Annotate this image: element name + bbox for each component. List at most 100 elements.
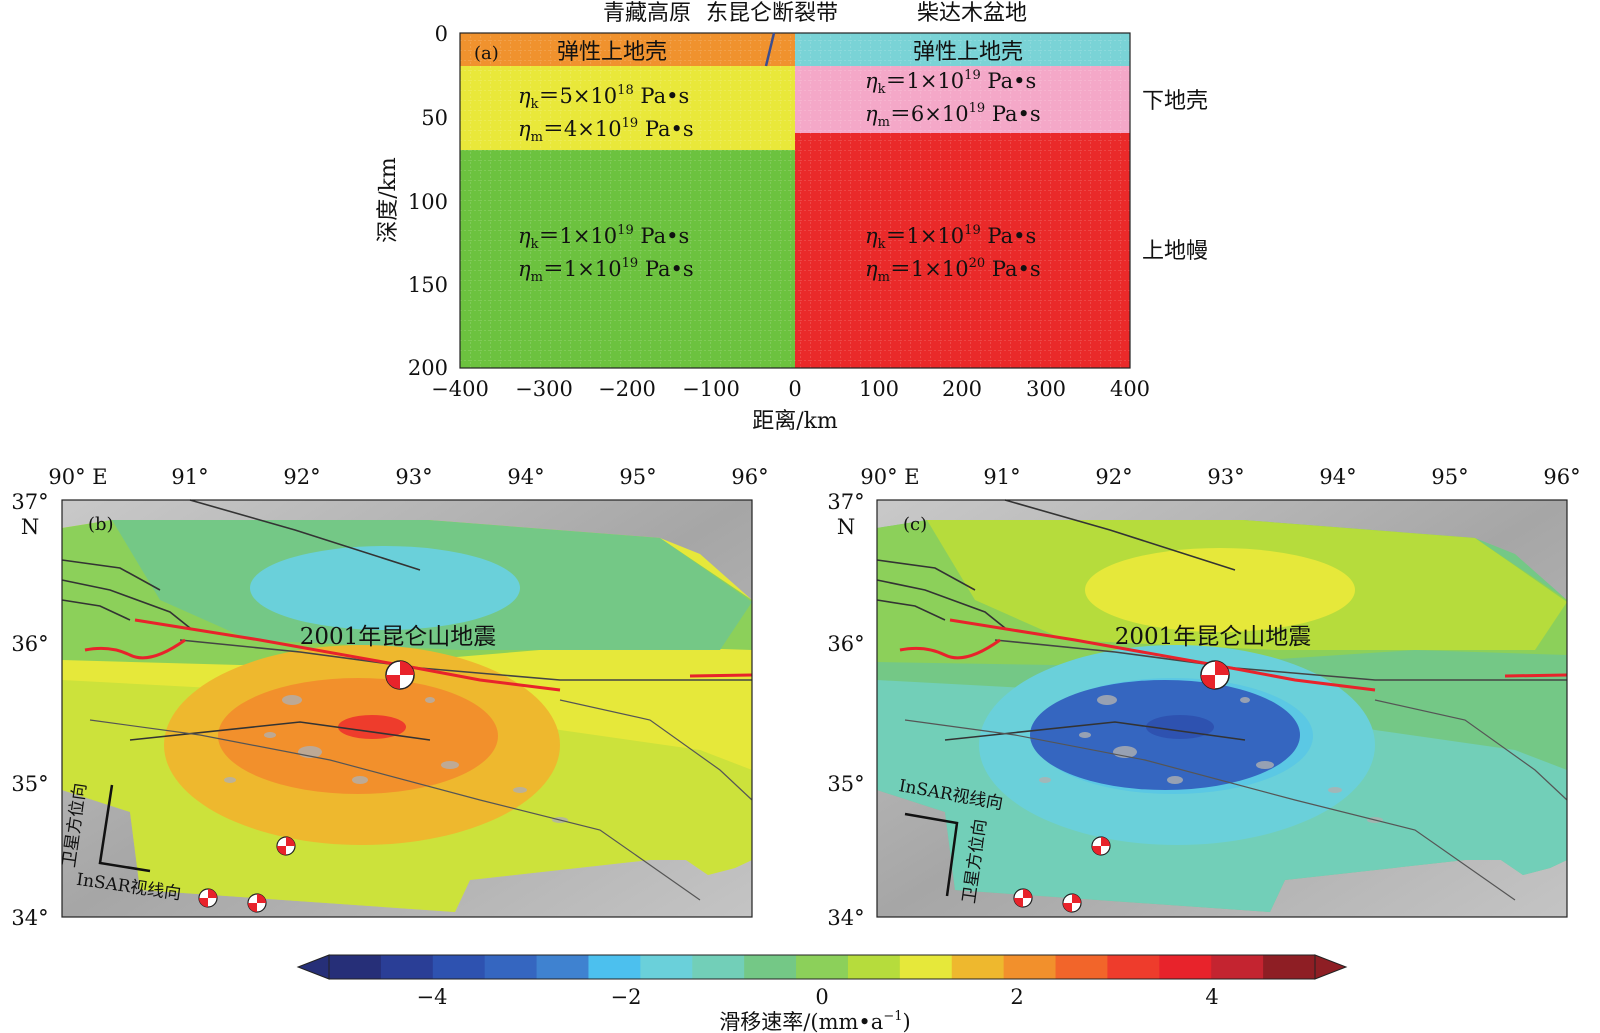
map-c-lon-ticks: 90° E 91° 92° 93° 94° 95° 96°: [860, 465, 1580, 489]
fault-trace: [764, 32, 776, 67]
colorbar-max-arrow: [1314, 954, 1348, 980]
lon-tick: 95°: [1431, 465, 1468, 489]
colorbar-cell: [744, 955, 797, 979]
colorbar-cell: [536, 955, 589, 979]
svg-text:ηk＝1×1019 Pa•s: ηk＝1×1019 Pa•s: [518, 223, 689, 252]
lon-tick: 91°: [171, 465, 208, 489]
label-upper-crust-left: 弹性上地壳: [557, 40, 667, 65]
earthquake-label: 2001年昆仑山地震: [300, 624, 497, 650]
x-tick-4: 0: [788, 377, 801, 401]
faults: [61, 499, 753, 901]
map-c: 90° E 91° 92° 93° 94° 95° 96° 37° N 36° …: [827, 465, 1580, 930]
panel-a: 青藏高原 东昆仑断裂带 柴达木盆地 (a) 弹性上地壳 弹性上地壳 ηk＝5×1…: [376, 1, 1208, 434]
x-tick-3: −100: [682, 377, 740, 401]
label-upper-crust-right: 弹性上地壳: [913, 40, 1023, 65]
colorbar-cell: [796, 955, 849, 979]
colorbar-cell: [847, 955, 901, 979]
svg-text:ηk＝1×1019 Pa•s: ηk＝1×1019 Pa•s: [865, 68, 1036, 97]
viscosity-lower-crust-left: ηk＝5×1018 Pa•s ηm＝4×1019 Pa•s: [518, 83, 694, 145]
map-c-frame: [876, 499, 1568, 918]
map-c-lat-ticks: 37° N 36° 35° 34°: [827, 490, 864, 930]
x-tick-1: −300: [515, 377, 573, 401]
map-b-lon-ticks: 90° E 91° 92° 93° 94° 95° 96°: [48, 465, 768, 489]
lon-tick: 95°: [619, 465, 656, 489]
colorbar-min-arrow: [296, 954, 330, 980]
colorbar-cell: [951, 955, 1005, 979]
colorbar-tick: −2: [611, 985, 642, 1009]
panel-a-frame: [459, 32, 1131, 369]
focal-mechanism: [1013, 888, 1033, 908]
lat-tick: 35°: [11, 772, 48, 796]
lon-tick: 90° E: [860, 465, 919, 489]
colorbar-frame: [328, 954, 1316, 980]
map-b-frame: [61, 499, 753, 918]
lat-tick: 36°: [827, 632, 864, 656]
lon-tick: 96°: [1543, 465, 1580, 489]
label-basin: 柴达木盆地: [917, 1, 1027, 26]
focal-mechanism: [276, 836, 296, 856]
lon-tick: 92°: [1095, 465, 1132, 489]
colorbar-cell: [1003, 955, 1057, 979]
focal-mechanism: [247, 893, 267, 913]
colorbar-cell: [588, 955, 641, 979]
colorbar-cell: [692, 955, 745, 979]
focal-mechanism-main: [1200, 660, 1230, 690]
colorbar-cell: [1263, 955, 1316, 979]
x-tick-8: 400: [1110, 377, 1150, 401]
label-fault-zone: 东昆仑断裂带: [706, 1, 838, 26]
map-b: 90° E 91° 92° 93° 94° 95° 96° 37° N 36° …: [11, 465, 768, 930]
label-upper-mantle: 上地幔: [1142, 239, 1208, 264]
rupture-trace-west: [899, 638, 1001, 660]
earthquake-label: 2001年昆仑山地震: [1115, 624, 1312, 650]
colorbar-cells: [329, 955, 1316, 979]
colorbar-cell: [1211, 955, 1264, 979]
y-tick-3: 150: [408, 273, 448, 297]
north-label: N: [21, 515, 39, 539]
x-tick-0: −400: [431, 377, 489, 401]
y-tick-4: 200: [408, 356, 448, 380]
svg-text:ηm＝1×1019 Pa•s: ηm＝1×1019 Pa•s: [518, 256, 694, 285]
lon-tick: 94°: [507, 465, 544, 489]
colorbar-cell: [432, 955, 486, 979]
lat-tick: 35°: [827, 772, 864, 796]
y-tick-0: 0: [435, 22, 448, 46]
panel-a-label: (a): [474, 43, 499, 64]
x-tick-6: 200: [942, 377, 982, 401]
mesh-grid: [460, 33, 1130, 368]
colorbar-tick: 2: [1010, 985, 1023, 1009]
north-label: N: [837, 515, 855, 539]
focal-mechanism-main: [385, 660, 415, 690]
lat-tick: 37°: [11, 490, 48, 514]
focal-mechanism: [198, 888, 218, 908]
colorbar-tick: 4: [1205, 985, 1218, 1009]
colorbar-cell: [1159, 955, 1212, 979]
colorbar: −4 −2 0 2 4 滑移速率/(mm•a−1): [296, 954, 1348, 1033]
lon-tick: 93°: [1207, 465, 1244, 489]
viscosity-mantle-left: ηk＝1×1019 Pa•s ηm＝1×1019 Pa•s: [518, 223, 694, 285]
svg-text:ηm＝1×1020 Pa•s: ηm＝1×1020 Pa•s: [865, 256, 1041, 285]
colorbar-cell: [1107, 955, 1160, 979]
colorbar-cell: [640, 955, 693, 979]
svg-text:ηk＝1×1019 Pa•s: ηk＝1×1019 Pa•s: [865, 223, 1036, 252]
map-b-label: (b): [88, 514, 114, 535]
focal-mechanism: [1062, 893, 1082, 913]
viscosity-mantle-right: ηk＝1×1019 Pa•s ηm＝1×1020 Pa•s: [865, 223, 1041, 285]
lon-tick: 94°: [1319, 465, 1356, 489]
svg-text:ηm＝4×1019 Pa•s: ηm＝4×1019 Pa•s: [518, 116, 694, 145]
lon-tick: 96°: [731, 465, 768, 489]
rupture-trace-west: [84, 638, 186, 660]
colorbar-cell: [329, 955, 382, 979]
viscosity-lower-crust-right: ηk＝1×1019 Pa•s ηm＝6×1019 Pa•s: [865, 68, 1041, 130]
colorbar-title: 滑移速率/(mm•a−1): [719, 1009, 910, 1033]
rupture-trace-east: [689, 673, 753, 678]
x-axis-ticks: −400 −300 −200 −100 0 100 200 300 400: [431, 377, 1150, 401]
y-tick-2: 100: [408, 190, 448, 214]
lat-tick: 36°: [11, 632, 48, 656]
lat-tick: 34°: [11, 906, 48, 930]
x-tick-7: 300: [1026, 377, 1066, 401]
x-tick-2: −200: [598, 377, 656, 401]
svg-text:ηm＝6×1019 Pa•s: ηm＝6×1019 Pa•s: [865, 101, 1041, 130]
y-axis-ticks: 0 50 100 150 200: [408, 22, 448, 380]
y-tick-1: 50: [421, 106, 448, 130]
